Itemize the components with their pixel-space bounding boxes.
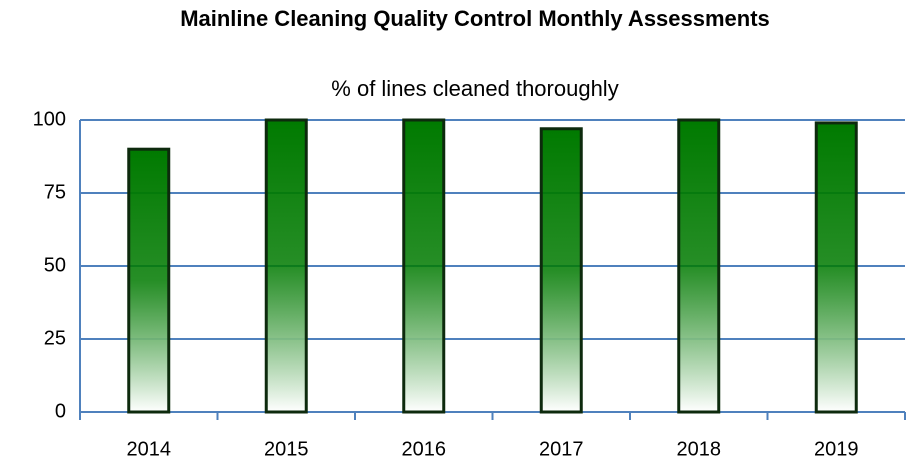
y-tick-label: 0 <box>55 400 66 422</box>
x-tick-label: 2017 <box>539 438 584 460</box>
bar <box>402 118 446 414</box>
chart-title: Mainline Cleaning Quality Control Monthl… <box>180 6 770 31</box>
y-tick-label: 50 <box>44 254 66 276</box>
bar <box>814 121 858 414</box>
x-tick-label: 2015 <box>264 438 309 460</box>
x-tick-label: 2018 <box>677 438 722 460</box>
chart-subtitle: % of lines cleaned thoroughly <box>331 76 619 101</box>
bar <box>264 118 308 414</box>
y-tick-label: 25 <box>44 327 66 349</box>
bar <box>539 127 583 414</box>
x-tick-label: 2014 <box>127 438 172 460</box>
y-tick-label: 100 <box>33 108 66 130</box>
y-tick-label: 75 <box>44 181 66 203</box>
x-tick-label: 2016 <box>402 438 447 460</box>
x-tick-label: 2019 <box>814 438 859 460</box>
bar <box>127 147 171 414</box>
bar <box>677 118 721 414</box>
